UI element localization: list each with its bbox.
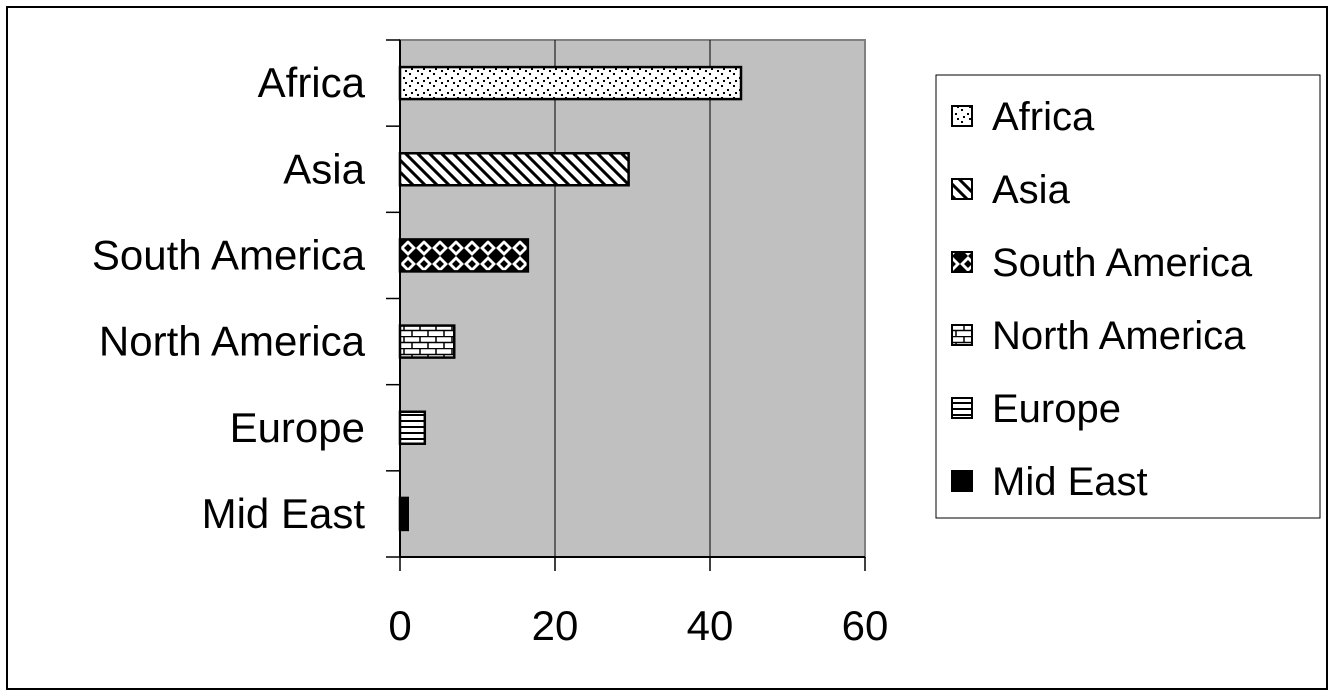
- category-label-mid-east: Mid East: [202, 490, 366, 537]
- category-label-asia: Asia: [283, 145, 365, 192]
- x-tick-label-3: 60: [842, 602, 889, 649]
- category-label-africa: Africa: [258, 59, 366, 106]
- category-label-north-america: North America: [99, 318, 366, 365]
- legend-label-asia: Asia: [992, 168, 1071, 212]
- legend-swatch-mid-east: [952, 471, 972, 491]
- legend-label-mid-east: Mid East: [992, 460, 1148, 504]
- legend-label-africa: Africa: [992, 95, 1095, 139]
- legend-label-europe: Europe: [992, 387, 1121, 431]
- x-tick-label-1: 20: [532, 602, 579, 649]
- x-ticks: [400, 557, 865, 571]
- plot-area: [400, 40, 865, 557]
- legend-swatch-asia: [952, 179, 972, 199]
- category-label-europe: Europe: [230, 404, 365, 451]
- bar-asia: [400, 153, 629, 185]
- legend-swatch-south-america: [952, 252, 972, 272]
- legend-swatch-europe: [952, 398, 972, 418]
- x-tick-labels: 0 20 40 60: [388, 602, 888, 649]
- legend-box: [936, 75, 1320, 518]
- bar-europe: [400, 412, 425, 444]
- legend-label-south-america: South America: [992, 241, 1253, 285]
- bar-north-america: [400, 326, 454, 358]
- legend-label-north-america: North America: [992, 314, 1246, 358]
- y-ticks: [386, 40, 400, 557]
- legend-swatch-africa: [952, 106, 972, 126]
- category-labels: Africa Asia South America North America Euro…: [92, 59, 366, 537]
- x-tick-label-0: 0: [388, 602, 411, 649]
- legend-swatch-north-america: [952, 325, 972, 345]
- category-label-south-america: South America: [92, 231, 366, 278]
- bar-africa: [400, 67, 741, 99]
- x-tick-label-2: 40: [687, 602, 734, 649]
- bar-south-america: [400, 239, 528, 271]
- bar-mid-east: [400, 498, 408, 530]
